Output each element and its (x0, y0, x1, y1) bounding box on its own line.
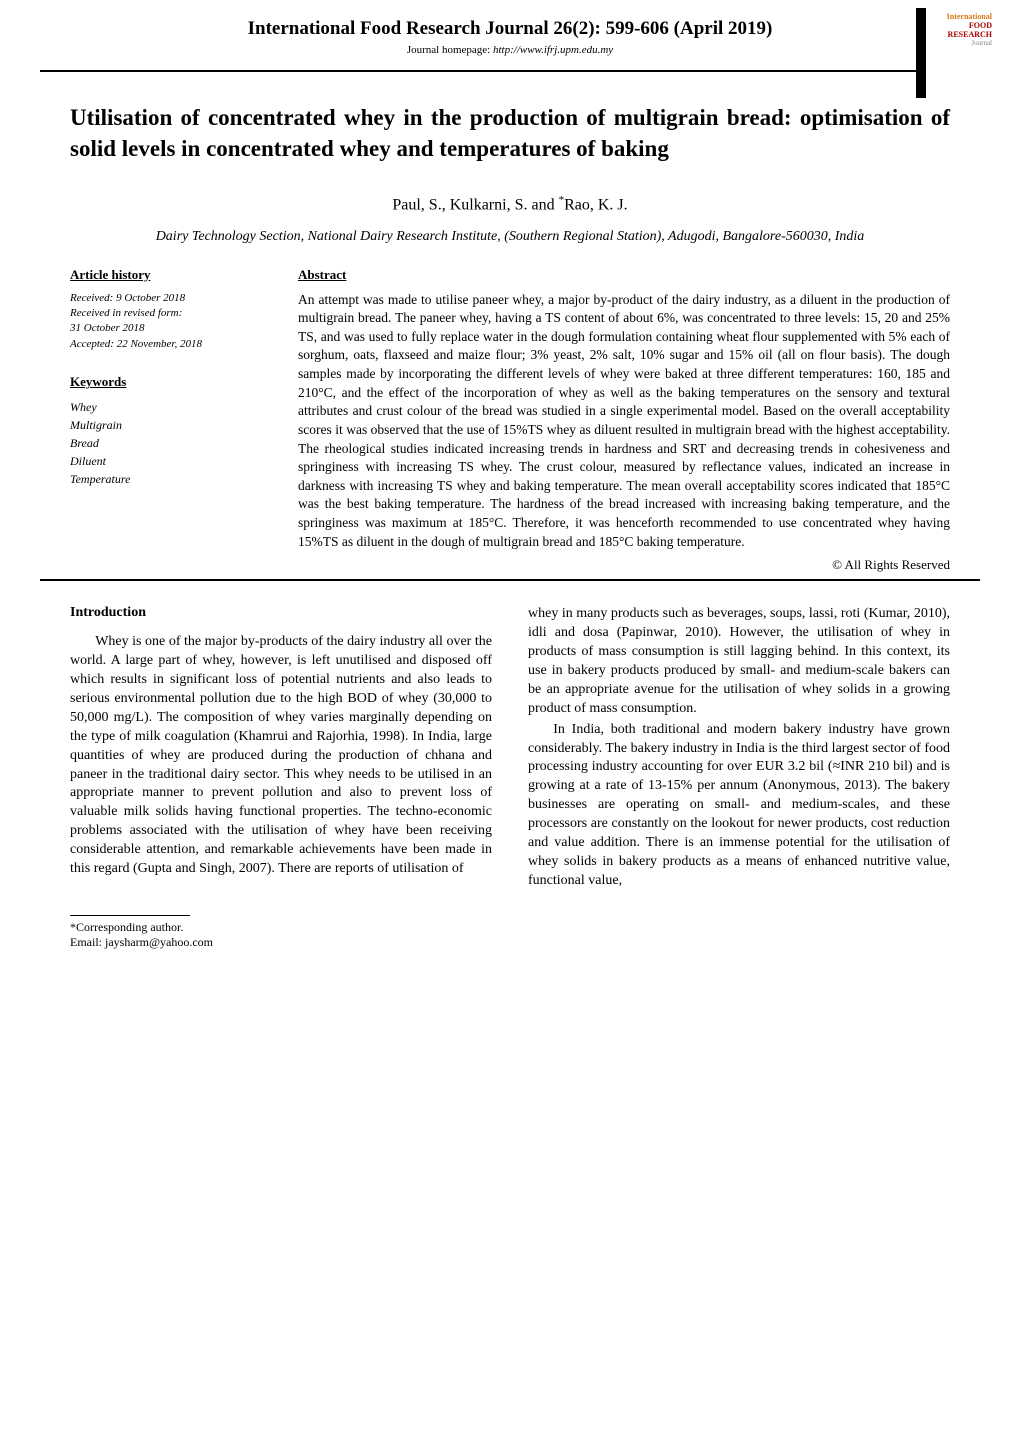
abstract-bottom-rule (40, 579, 980, 581)
journal-homepage-line: Journal homepage: http://www.ifrj.upm.ed… (40, 44, 980, 56)
corresponding-author-email: Email: jaysharm@yahoo.com (70, 935, 950, 950)
intro-paragraph-2b: In India, both traditional and modern ba… (528, 721, 950, 891)
logo-line-2: FOOD RESEARCH (926, 21, 992, 39)
header-rule (40, 70, 980, 72)
keyword-item: Temperature (70, 470, 270, 488)
introduction-heading: Introduction (70, 605, 492, 621)
journal-header: International Food Research Journal 26(2… (0, 0, 1020, 64)
author-line: Paul, S., Kulkarni, S. and *Rao, K. J. (0, 194, 1020, 214)
homepage-url: http://www.ifrj.upm.edu.my (493, 44, 613, 56)
intro-right-text: whey in many products such as beverages,… (528, 605, 950, 890)
intro-paragraph-2a: whey in many products such as beverages,… (528, 605, 950, 718)
copyright-line: © All Rights Reserved (298, 557, 950, 573)
intro-left-text: Whey is one of the major by-products of … (70, 633, 492, 879)
article-title: Utilisation of concentrated whey in the … (0, 78, 1020, 164)
footer-rule (70, 915, 190, 916)
received-line: Received: 9 October 2018 (70, 291, 270, 306)
meta-column: Article history Received: 9 October 2018… (70, 267, 270, 574)
journal-title-line: International Food Research Journal 26(2… (40, 18, 980, 40)
keywords-heading: Keywords (70, 374, 270, 390)
homepage-label: Journal homepage: (407, 44, 493, 56)
intro-paragraph-1: Whey is one of the major by-products of … (70, 633, 492, 879)
keywords-list: Whey Multigrain Bread Diluent Temperatur… (70, 398, 270, 488)
journal-logo: International FOOD RESEARCH Journal (916, 8, 996, 98)
left-column: Introduction Whey is one of the major by… (70, 605, 492, 892)
abstract-heading: Abstract (298, 267, 950, 283)
authors-suffix: Rao, K. J. (564, 196, 628, 213)
logo-line-3: Journal (926, 39, 992, 47)
keyword-item: Diluent (70, 452, 270, 470)
revised-label: Received in revised form: (70, 306, 270, 321)
body-two-column: Introduction Whey is one of the major by… (0, 587, 1020, 892)
authors-prefix: Paul, S., Kulkarni, S. and (392, 196, 558, 213)
meta-abstract-row: Article history Received: 9 October 2018… (0, 267, 1020, 574)
article-history-heading: Article history (70, 267, 270, 283)
keyword-item: Whey (70, 398, 270, 416)
keyword-item: Multigrain (70, 416, 270, 434)
keyword-item: Bread (70, 434, 270, 452)
affiliation: Dairy Technology Section, National Dairy… (90, 228, 930, 246)
revised-date: 31 October 2018 (70, 321, 270, 336)
logo-line-1: International (926, 12, 992, 21)
abstract-column: Abstract An attempt was made to utilise … (298, 267, 950, 574)
footer-block: *Corresponding author. Email: jaysharm@y… (0, 893, 1020, 970)
right-column: whey in many products such as beverages,… (528, 605, 950, 892)
article-history-block: Received: 9 October 2018 Received in rev… (70, 291, 270, 353)
abstract-text: An attempt was made to utilise paneer wh… (298, 291, 950, 552)
corresponding-author-label: *Corresponding author. (70, 920, 950, 935)
accepted-line: Accepted: 22 November, 2018 (70, 337, 270, 352)
